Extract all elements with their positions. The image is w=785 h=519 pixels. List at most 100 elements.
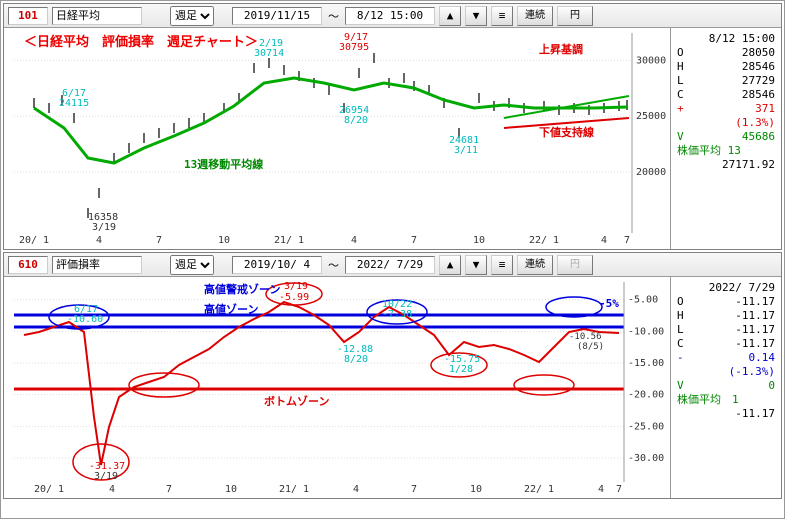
svg-text:25000: 25000 (636, 111, 666, 122)
svg-text:-10.00: -10.00 (628, 326, 664, 337)
svg-text:4: 4 (96, 235, 102, 246)
chart1-area: 20000 25000 30000 20/ 1 4 7 10 21/ 1 4 7 10 22/ 1 4 7… (4, 28, 671, 249)
chart2-panel: 610 評価損率 週足 2019/10/ 4 ～ 2022/ 7/29 ▲ ▼ … (3, 252, 782, 499)
svg-text:-5.00: -5.00 (628, 295, 658, 306)
info-high: -11.17 (735, 309, 775, 323)
svg-text:-10.56: -10.56 (569, 332, 602, 342)
up-button[interactable]: ▲ (439, 6, 461, 26)
svg-text:-5%: -5% (599, 297, 619, 310)
code-input[interactable]: 610 (8, 256, 48, 274)
svg-text:4: 4 (351, 235, 357, 246)
renzoku-button[interactable]: 連続 (517, 255, 553, 275)
svg-text:7: 7 (166, 484, 172, 495)
info-vol: 0 (768, 379, 775, 393)
list-button[interactable]: ≡ (491, 255, 513, 275)
svg-text:-15.00: -15.00 (628, 358, 664, 369)
period-select[interactable]: 週足 (170, 6, 214, 26)
svg-text:3/19: 3/19 (94, 471, 118, 482)
up-button[interactable]: ▲ (439, 255, 461, 275)
svg-text:22/ 1: 22/ 1 (529, 235, 559, 246)
info-diff: 0.14 (749, 351, 776, 365)
svg-text:3/19: 3/19 (284, 281, 308, 292)
svg-text:13週移動平均線: 13週移動平均線 (184, 157, 263, 171)
svg-text:30795: 30795 (339, 42, 369, 53)
chart2-info: 2022/ 7/29 O-11.17 H-11.17 L-11.17 C-11.… (671, 277, 781, 498)
chart2-area: -5.00 -10.00 -15.00 -20.00 -25.00 -30.00 20/ 1… (4, 277, 671, 498)
chart1-toolbar: 101 日経平均 週足 2019/11/15 ～ 8/12 15:00 ▲ ▼ … (4, 4, 781, 28)
svg-text:-7.38: -7.38 (382, 309, 412, 320)
svg-text:7: 7 (156, 235, 162, 246)
svg-text:-25.00: -25.00 (628, 421, 664, 432)
svg-text:3/19: 3/19 (92, 222, 116, 233)
tilde: ～ (326, 257, 341, 273)
info-date: 2022/ 7/29 (709, 281, 775, 295)
svg-text:-30.00: -30.00 (628, 453, 664, 464)
svg-text:4: 4 (353, 484, 359, 495)
info-avg: 27171.92 (722, 158, 775, 172)
down-button[interactable]: ▼ (465, 6, 487, 26)
svg-text:30714: 30714 (254, 48, 284, 59)
chart1-info: 8/12 15:00 O28050 H28546 L27729 C28546 +… (671, 28, 781, 249)
svg-text:4: 4 (109, 484, 115, 495)
svg-text:20/ 1: 20/ 1 (34, 484, 64, 495)
svg-text:1/28: 1/28 (449, 364, 473, 375)
date-from[interactable]: 2019/11/15 (232, 7, 322, 25)
svg-text:ボトムゾーン: ボトムゾーン (264, 394, 329, 408)
down-button[interactable]: ▼ (465, 255, 487, 275)
list-button[interactable]: ≡ (491, 6, 513, 26)
svg-text:21/ 1: 21/ 1 (274, 235, 304, 246)
svg-text:7: 7 (411, 484, 417, 495)
avg-label: 株価平均 1 (677, 393, 775, 407)
svg-text:21/ 1: 21/ 1 (279, 484, 309, 495)
info-open: -11.17 (735, 295, 775, 309)
info-vol: 45686 (742, 130, 775, 144)
avg-label: 株価平均 13 (677, 144, 775, 158)
svg-text:10: 10 (473, 235, 485, 246)
info-avg: -11.17 (735, 407, 775, 421)
svg-text:＜日経平均 評価損率 週足チャート＞: ＜日経平均 評価損率 週足チャート＞ (24, 34, 258, 50)
svg-text:7: 7 (411, 235, 417, 246)
svg-text:8/20: 8/20 (344, 354, 368, 365)
chart1-panel: 101 日経平均 週足 2019/11/15 ～ 8/12 15:00 ▲ ▼ … (3, 3, 782, 250)
svg-text:高値ゾーン: 高値ゾーン (204, 302, 258, 316)
svg-text:4: 4 (601, 235, 607, 246)
date-from[interactable]: 2019/10/ 4 (232, 256, 322, 274)
svg-text:7: 7 (616, 484, 622, 495)
svg-text:10: 10 (218, 235, 230, 246)
svg-text:上昇基調: 上昇基調 (539, 42, 583, 56)
svg-text:22/ 1: 22/ 1 (524, 484, 554, 495)
svg-text:7: 7 (624, 235, 630, 246)
tilde: ～ (326, 8, 341, 24)
svg-text:-20.00: -20.00 (628, 390, 664, 401)
svg-text:10: 10 (470, 484, 482, 495)
info-close: -11.17 (735, 337, 775, 351)
period-select[interactable]: 週足 (170, 255, 214, 275)
info-close: 28546 (742, 88, 775, 102)
date-to[interactable]: 8/12 15:00 (345, 7, 435, 25)
info-pct: (1.3%) (735, 116, 775, 130)
name-input[interactable]: 評価損率 (52, 256, 142, 274)
svg-text:下値支持線: 下値支持線 (539, 125, 594, 139)
info-low: -11.17 (735, 323, 775, 337)
svg-text:30000: 30000 (636, 55, 666, 66)
chart2-toolbar: 610 評価損率 週足 2019/10/ 4 ～ 2022/ 7/29 ▲ ▼ … (4, 253, 781, 277)
svg-text:-10.60: -10.60 (67, 314, 103, 325)
svg-text:4: 4 (598, 484, 604, 495)
info-date: 8/12 15:00 (709, 32, 775, 46)
code-input[interactable]: 101 (8, 7, 48, 25)
svg-text:(8/5): (8/5) (577, 342, 604, 352)
name-input[interactable]: 日経平均 (52, 7, 142, 25)
yen-button[interactable]: 円 (557, 6, 593, 26)
renzoku-button[interactable]: 連続 (517, 6, 553, 26)
svg-text:10: 10 (225, 484, 237, 495)
info-open: 28050 (742, 46, 775, 60)
svg-text:20/ 1: 20/ 1 (19, 235, 49, 246)
info-low: 27729 (742, 74, 775, 88)
yen-button[interactable]: 円 (557, 255, 593, 275)
svg-text:20000: 20000 (636, 167, 666, 178)
svg-text:-5.99: -5.99 (279, 292, 309, 303)
svg-text:24115: 24115 (59, 98, 89, 109)
info-pct: (-1.3%) (729, 365, 775, 379)
svg-text:3/11: 3/11 (454, 145, 478, 156)
date-to[interactable]: 2022/ 7/29 (345, 256, 435, 274)
